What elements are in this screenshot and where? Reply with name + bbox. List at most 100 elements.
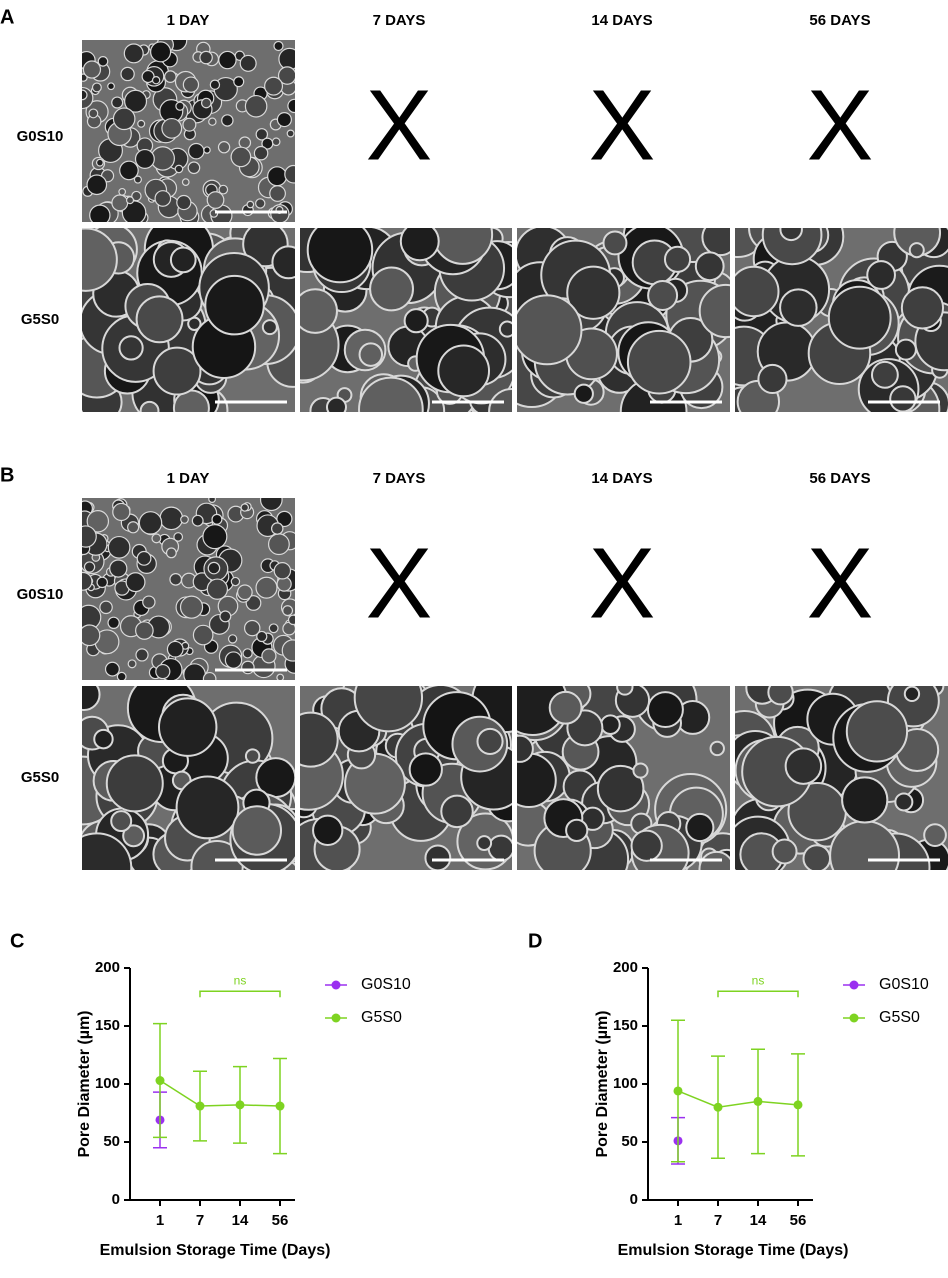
y-tick-label: 50 — [103, 1133, 120, 1150]
pore — [157, 697, 218, 757]
pore — [166, 640, 184, 658]
pore — [685, 812, 715, 843]
pore — [259, 498, 283, 512]
pore — [136, 550, 152, 566]
significance-bracket — [717, 990, 799, 998]
sem-image — [300, 686, 512, 870]
missing-marker: X — [589, 69, 656, 181]
pore — [476, 835, 493, 852]
pore — [119, 160, 139, 181]
pore — [152, 346, 202, 396]
pore — [230, 146, 252, 168]
pore — [432, 228, 494, 265]
x-tick-label: 7 — [714, 1212, 722, 1229]
pore — [399, 228, 440, 262]
pore — [287, 98, 295, 114]
x-axis-title: Emulsion Storage Time (Days) — [100, 1242, 331, 1259]
pore — [231, 805, 283, 856]
pore — [116, 671, 127, 680]
pore — [199, 50, 213, 65]
sem-image — [82, 498, 295, 680]
legend-marker — [331, 980, 341, 990]
legend-label: G5S0 — [361, 1009, 402, 1026]
y-tick-label: 150 — [613, 1017, 638, 1034]
column-header: 56 DAYS — [809, 470, 870, 487]
pore — [138, 511, 163, 535]
pore — [202, 524, 228, 550]
pore — [206, 191, 225, 209]
pore — [300, 711, 339, 768]
pore — [647, 279, 679, 311]
pore — [325, 396, 348, 412]
pore — [894, 792, 914, 812]
column-header: 56 DAYS — [809, 12, 870, 29]
pore — [192, 624, 214, 646]
pore — [276, 111, 292, 128]
pore — [104, 661, 120, 677]
pore — [204, 274, 265, 336]
panel-label: D — [528, 930, 542, 952]
pore — [779, 288, 818, 327]
pore — [241, 660, 255, 675]
pore — [187, 142, 205, 160]
row-label: G5S0 — [21, 311, 59, 328]
series-line — [677, 1090, 799, 1108]
pore — [270, 522, 284, 535]
pore — [175, 775, 240, 840]
pore — [845, 700, 909, 763]
pore — [900, 286, 945, 330]
sem-image — [300, 228, 512, 412]
pore — [403, 308, 429, 334]
legend-label: G5S0 — [879, 1009, 920, 1026]
pore — [121, 200, 147, 222]
row-label: G0S10 — [17, 128, 64, 145]
pore — [273, 562, 292, 580]
pore — [82, 228, 118, 292]
pore — [112, 502, 131, 522]
pore — [181, 178, 190, 186]
pore — [646, 691, 684, 729]
data-point — [235, 1100, 245, 1110]
pore — [827, 285, 892, 350]
panel-label: A — [0, 6, 14, 28]
data-point — [753, 1096, 763, 1106]
pore — [517, 734, 534, 763]
pore — [735, 265, 780, 318]
pore — [271, 245, 295, 280]
pore — [224, 651, 243, 669]
pore — [698, 850, 730, 870]
sem-image — [517, 228, 730, 412]
pore — [165, 547, 177, 559]
pore — [182, 117, 197, 132]
row-label: G5S0 — [21, 769, 59, 786]
pore — [203, 146, 211, 154]
pore — [122, 824, 146, 848]
pore — [761, 228, 823, 266]
pore — [217, 141, 231, 154]
pore — [123, 43, 144, 64]
x-tick-label: 1 — [156, 1212, 164, 1229]
pore — [82, 832, 133, 870]
pore — [82, 60, 102, 79]
pore — [784, 747, 823, 785]
pore — [96, 576, 108, 589]
pore — [548, 690, 583, 725]
pore — [176, 194, 192, 211]
pore — [135, 648, 149, 662]
sem-image — [517, 686, 730, 870]
pore — [253, 145, 269, 161]
pore — [111, 96, 124, 109]
y-tick-label: 0 — [630, 1191, 638, 1208]
pore — [630, 829, 663, 862]
column-header: 14 DAYS — [591, 12, 652, 29]
pore — [169, 573, 183, 586]
pore — [246, 200, 255, 209]
legend-label: G0S10 — [879, 976, 929, 993]
legend-marker — [331, 1013, 341, 1023]
sem-image — [82, 40, 295, 222]
pore — [139, 400, 160, 412]
x-axis-title: Emulsion Storage Time (Days) — [618, 1242, 849, 1259]
pore — [358, 376, 424, 412]
